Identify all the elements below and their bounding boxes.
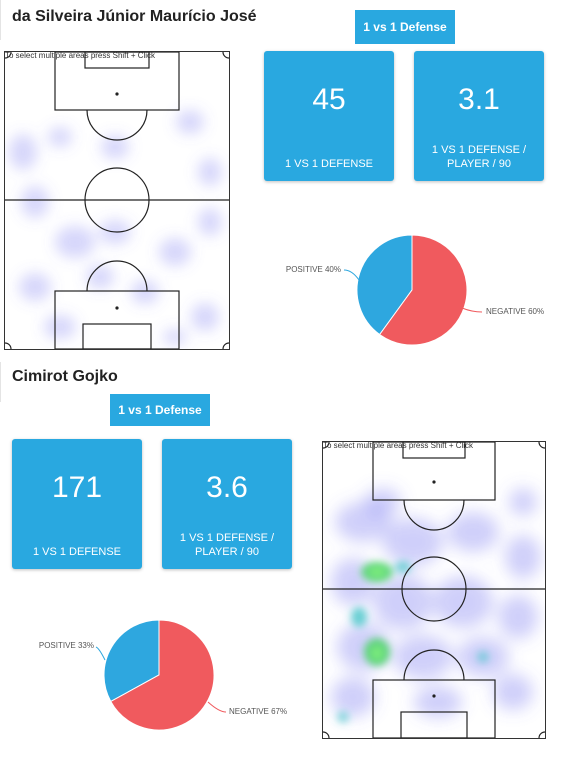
pie-slice-negative[interactable] (378, 234, 468, 346)
pie-label-positive: POSITIVE 33% (39, 641, 94, 650)
pie-label-negative: NEGATIVE 60% (486, 307, 544, 316)
pitch-hint: To select multiple areas press Shift + C… (323, 441, 474, 450)
stat-label: 1 VS 1 DEFENSE (32, 546, 122, 558)
stat-label-line2: PLAYER / 90 (447, 158, 511, 170)
heat-blobs (331, 488, 541, 718)
pie-leader-negative (207, 701, 227, 713)
stat-value: 3.1 (458, 83, 500, 116)
stat-value: 45 (312, 83, 346, 116)
stat-card-1v1-defense: 45 1 VS 1 DEFENSE (264, 51, 394, 181)
pie-label-negative: NEGATIVE 67% (229, 707, 287, 716)
pitch-lines (5, 52, 229, 349)
pie-chart: POSITIVE 33% NEGATIVE 67% (39, 619, 287, 731)
section-tag: 1 vs 1 Defense (110, 394, 210, 426)
pie-chart: POSITIVE 40% NEGATIVE 60% (286, 234, 544, 346)
heatmap-pitch[interactable]: To select multiple areas press Shift + C… (4, 51, 230, 350)
stat-card-per90: 3.1 1 VS 1 DEFENSE / PLAYER / 90 (414, 51, 544, 181)
stat-value: 3.6 (206, 471, 248, 504)
heat-core (369, 567, 385, 660)
stat-label-line1: 1 VS 1 DEFENSE / (431, 144, 527, 156)
stat-card-1v1-defense: 171 1 VS 1 DEFENSE (12, 439, 142, 569)
pie-slice-negative[interactable] (110, 619, 215, 731)
player-name: da Silveira Júnior Maurício José (12, 8, 257, 25)
section-divider (0, 0, 1, 40)
section-divider (0, 362, 1, 402)
player-name: Cimirot Gojko (12, 368, 118, 385)
pitch-hint: To select multiple areas press Shift + C… (5, 51, 156, 60)
pie-leader-positive (343, 269, 360, 281)
section-tag: 1 vs 1 Defense (355, 10, 455, 44)
stat-label: 1 VS 1 DEFENSE (284, 158, 374, 170)
pie-slice-positive[interactable] (356, 234, 413, 336)
stat-label-line1: 1 VS 1 DEFENSE / (179, 532, 275, 544)
heat-blobs (9, 110, 222, 345)
pitch-lines (323, 442, 545, 738)
pie-label-positive: POSITIVE 40% (286, 265, 341, 274)
stat-value: 171 (51, 471, 103, 504)
heatmap-pitch[interactable]: To select multiple areas press Shift + C… (322, 441, 546, 739)
pie-leader-positive (95, 646, 106, 661)
stat-card-per90: 3.6 1 VS 1 DEFENSE / PLAYER / 90 (162, 439, 292, 569)
stat-label-line2: PLAYER / 90 (195, 546, 259, 558)
pie-slice-positive[interactable] (103, 619, 160, 703)
pie-leader-negative (461, 307, 483, 313)
